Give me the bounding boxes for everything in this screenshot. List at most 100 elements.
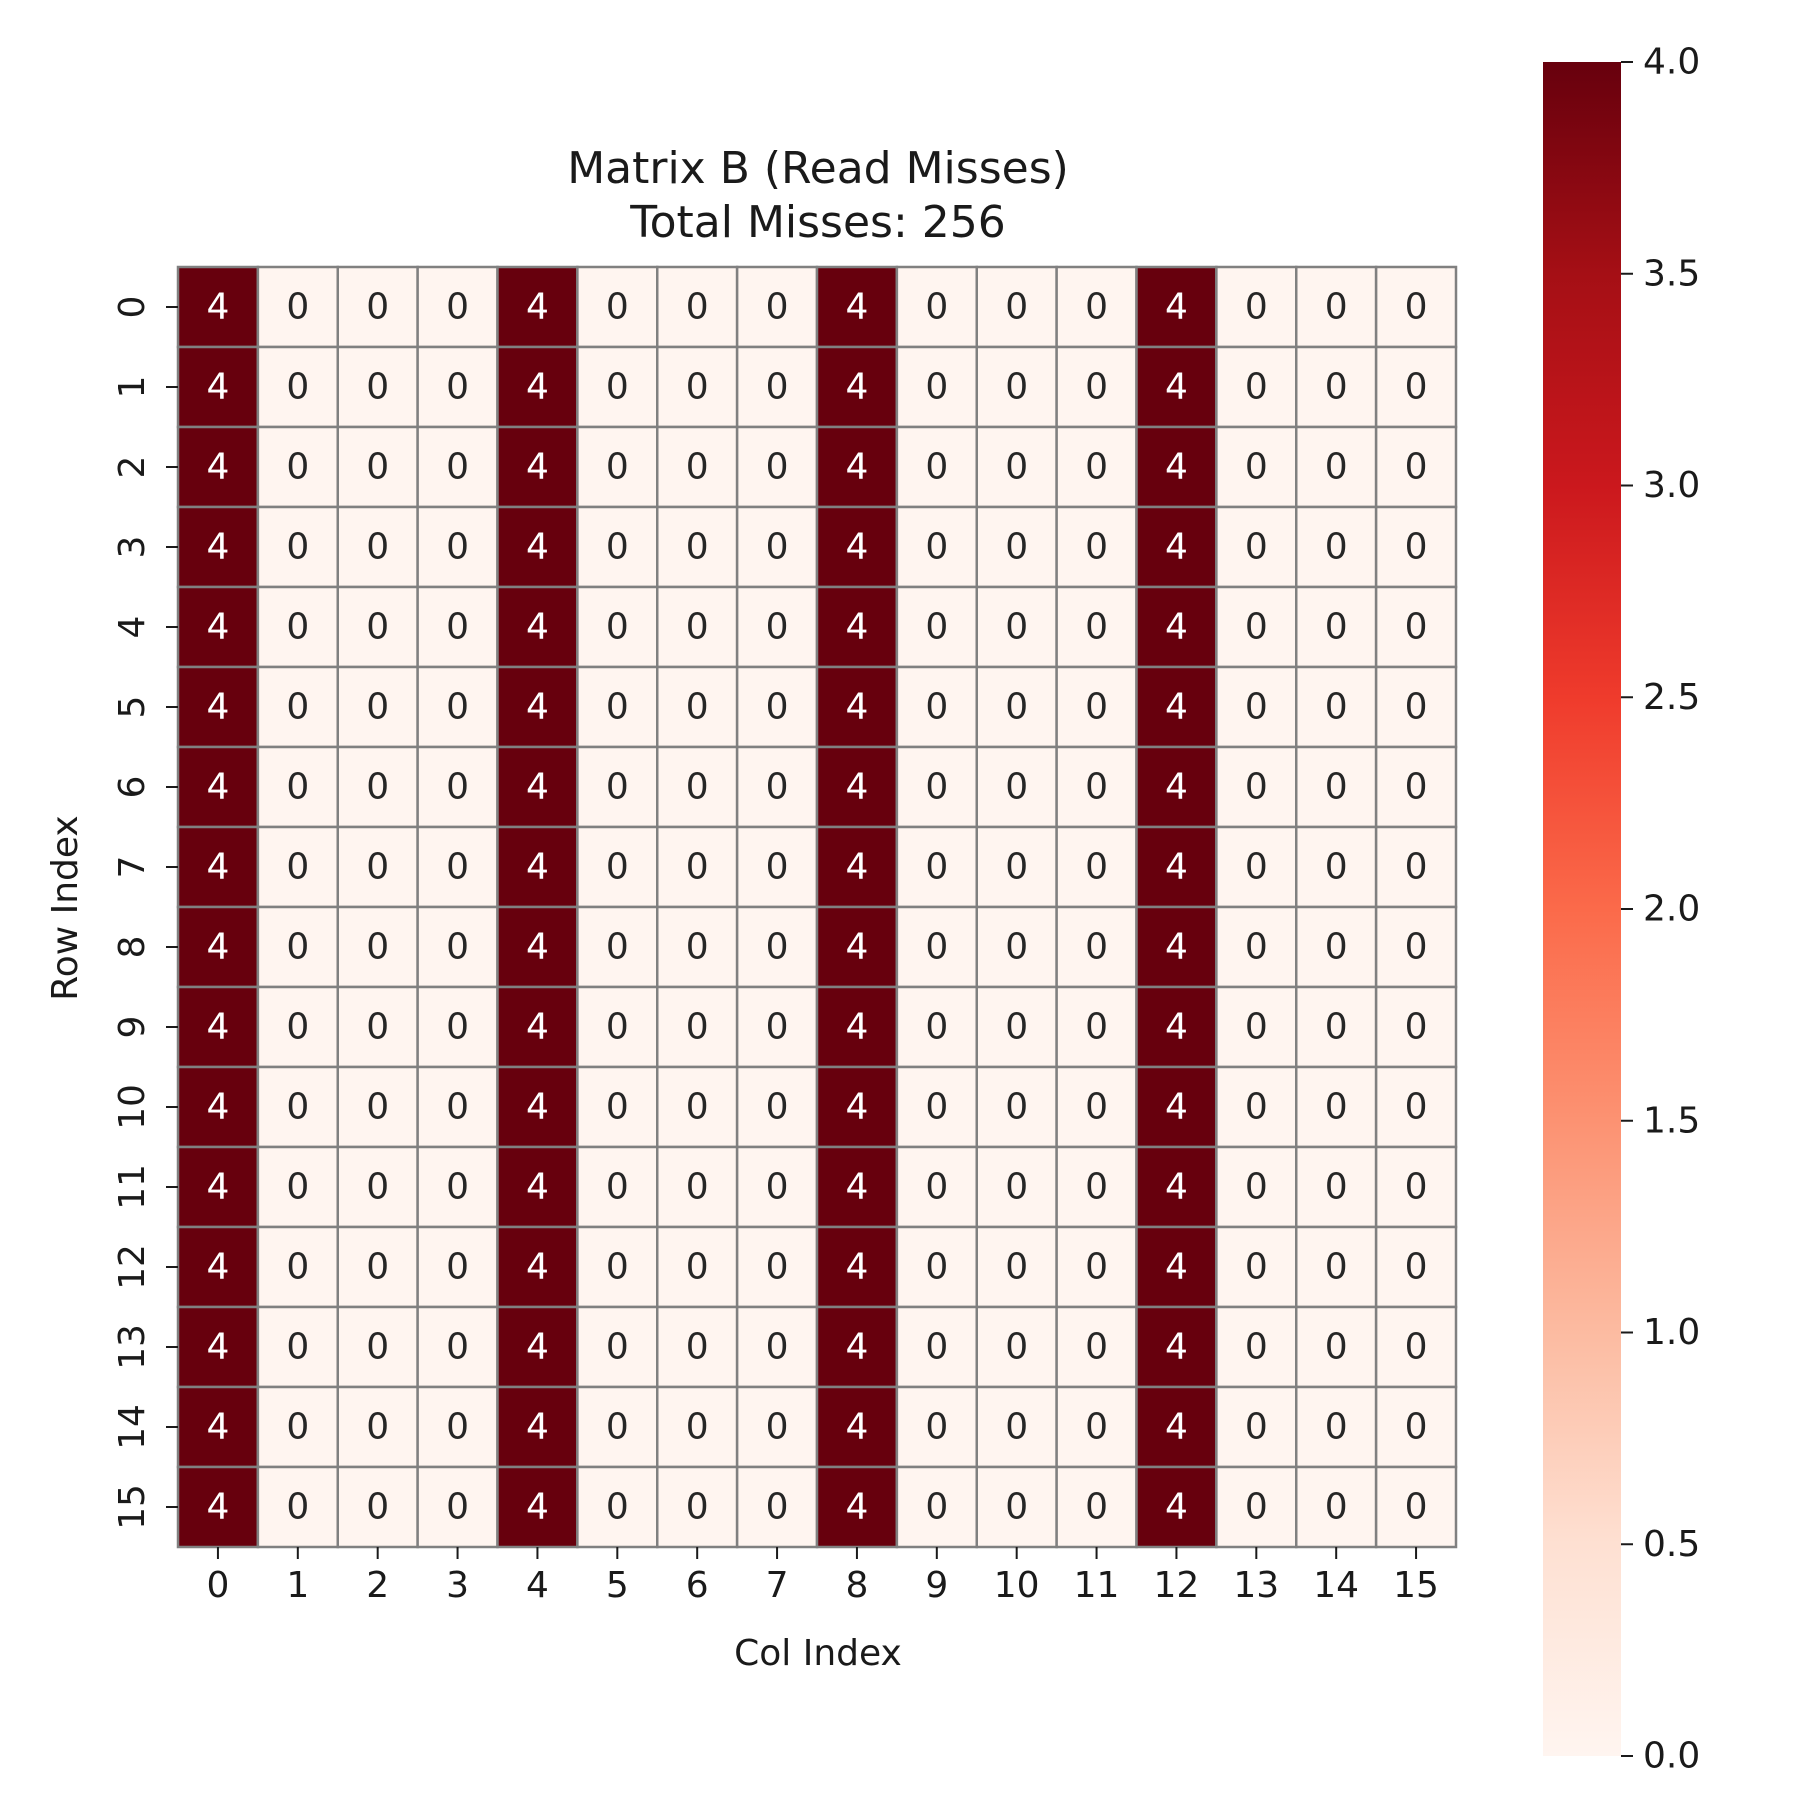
cell-value-label: 0 (446, 847, 469, 888)
heatmap-cell (576, 1465, 659, 1549)
cell-value-label: 4 (526, 527, 549, 568)
heatmap-cell (576, 985, 659, 1069)
heatmap-cell (336, 825, 419, 909)
cell-value-label: 4 (526, 1487, 549, 1528)
x-axis-label: Col Index (734, 1633, 902, 1674)
y-tick-label: 6 (112, 776, 153, 799)
x-tick-label: 10 (994, 1565, 1040, 1606)
cell-value-label: 0 (606, 607, 629, 648)
heatmap-cell (735, 1385, 819, 1469)
cell-value-label: 0 (606, 1167, 629, 1208)
heatmap-cell (1374, 1305, 1458, 1389)
cell-value-label: 0 (1085, 607, 1108, 648)
heatmap-cell (975, 825, 1058, 909)
cell-value-label: 4 (526, 847, 549, 888)
heatmap-cell (176, 985, 260, 1069)
cell-value-label: 0 (1005, 1167, 1028, 1208)
heatmap-cell (496, 665, 579, 749)
heatmap-cell (256, 1305, 339, 1389)
cell-value-label: 0 (606, 1247, 629, 1288)
heatmap-cell (975, 505, 1058, 589)
cell-value-label: 0 (925, 607, 948, 648)
heatmap-cell (336, 985, 419, 1069)
cell-value-label: 0 (1325, 1247, 1348, 1288)
cell-value-label: 0 (1325, 287, 1348, 328)
cell-value-label: 4 (845, 847, 868, 888)
heatmap-cell (256, 665, 339, 749)
x-tick-label: 6 (686, 1565, 709, 1606)
cell-value-label: 0 (446, 447, 469, 488)
heatmap-cell (336, 1145, 419, 1229)
cell-value-label: 0 (925, 1087, 948, 1128)
heatmap-cell (1374, 985, 1458, 1069)
cell-value-label: 0 (286, 1407, 309, 1448)
cell-value-label: 0 (1245, 1007, 1268, 1048)
colorbar-tick-label: 0.0 (1643, 1736, 1700, 1777)
cell-value-label: 4 (206, 1407, 229, 1448)
heatmap-cell (735, 585, 819, 669)
cell-value-label: 4 (526, 1167, 549, 1208)
heatmap-cell (576, 505, 659, 589)
cell-value-label: 0 (366, 1407, 389, 1448)
cell-value-label: 4 (845, 287, 868, 328)
heatmap-cell (1374, 745, 1458, 829)
x-tick-label: 1 (286, 1565, 309, 1606)
heatmap-cell (1215, 905, 1298, 989)
heatmap-cell (416, 1225, 499, 1309)
heatmap-cell (656, 1465, 739, 1549)
cell-value-label: 0 (1325, 847, 1348, 888)
heatmap-cell (496, 1145, 579, 1229)
cell-value-label: 0 (606, 847, 629, 888)
cell-value-label: 0 (1085, 847, 1108, 888)
x-tick-label: 5 (606, 1565, 629, 1606)
heatmap-cell (1374, 1065, 1458, 1149)
heatmap-cell (1135, 985, 1218, 1069)
cell-value-label: 0 (1325, 687, 1348, 728)
cell-value-label: 0 (1005, 1247, 1028, 1288)
heatmap-cell (1135, 585, 1218, 669)
cell-value-label: 4 (1165, 1407, 1188, 1448)
heatmap-cell (895, 585, 978, 669)
heatmap-cell (1215, 585, 1298, 669)
cell-value-label: 0 (686, 447, 709, 488)
cell-value-label: 0 (606, 367, 629, 408)
cell-value-label: 4 (1165, 367, 1188, 408)
heatmap-cell (975, 1465, 1058, 1549)
y-tick-label: 14 (112, 1404, 153, 1450)
cell-value-label: 0 (1005, 927, 1028, 968)
heatmap-cell (1055, 585, 1138, 669)
heatmap-cell (496, 985, 579, 1069)
cell-value-label: 4 (526, 1327, 549, 1368)
cell-value-label: 0 (286, 687, 309, 728)
heatmap-cell (336, 1225, 419, 1309)
cell-value-label: 0 (925, 927, 948, 968)
y-tick-label: 7 (112, 856, 153, 879)
heatmap-cell (975, 905, 1058, 989)
heatmap-cell (1374, 265, 1458, 349)
heatmap-cell (496, 345, 579, 429)
cell-value-label: 0 (1405, 367, 1428, 408)
heatmap-cell (176, 1385, 260, 1469)
cell-value-label: 0 (1405, 447, 1428, 488)
cell-value-label: 0 (366, 1247, 389, 1288)
cell-value-label: 0 (766, 527, 789, 568)
heatmap-cell (895, 1465, 978, 1549)
heatmap-cell (1295, 1145, 1378, 1229)
heatmap-cell (576, 745, 659, 829)
heatmap-cell (336, 745, 419, 829)
cell-value-label: 0 (366, 1487, 389, 1528)
y-tick-label: 10 (112, 1084, 153, 1130)
cell-value-label: 0 (766, 607, 789, 648)
heatmap-cell (1295, 425, 1378, 509)
cell-value-label: 0 (1085, 287, 1108, 328)
cell-value-label: 0 (925, 367, 948, 408)
heatmap-cell (735, 505, 819, 589)
x-tick-label: 8 (845, 1565, 868, 1606)
cell-value-label: 0 (286, 767, 309, 808)
cell-value-label: 0 (686, 767, 709, 808)
cell-value-label: 0 (1005, 767, 1028, 808)
heatmap-cell (416, 345, 499, 429)
cell-value-label: 0 (286, 1167, 309, 1208)
cell-value-label: 0 (925, 447, 948, 488)
